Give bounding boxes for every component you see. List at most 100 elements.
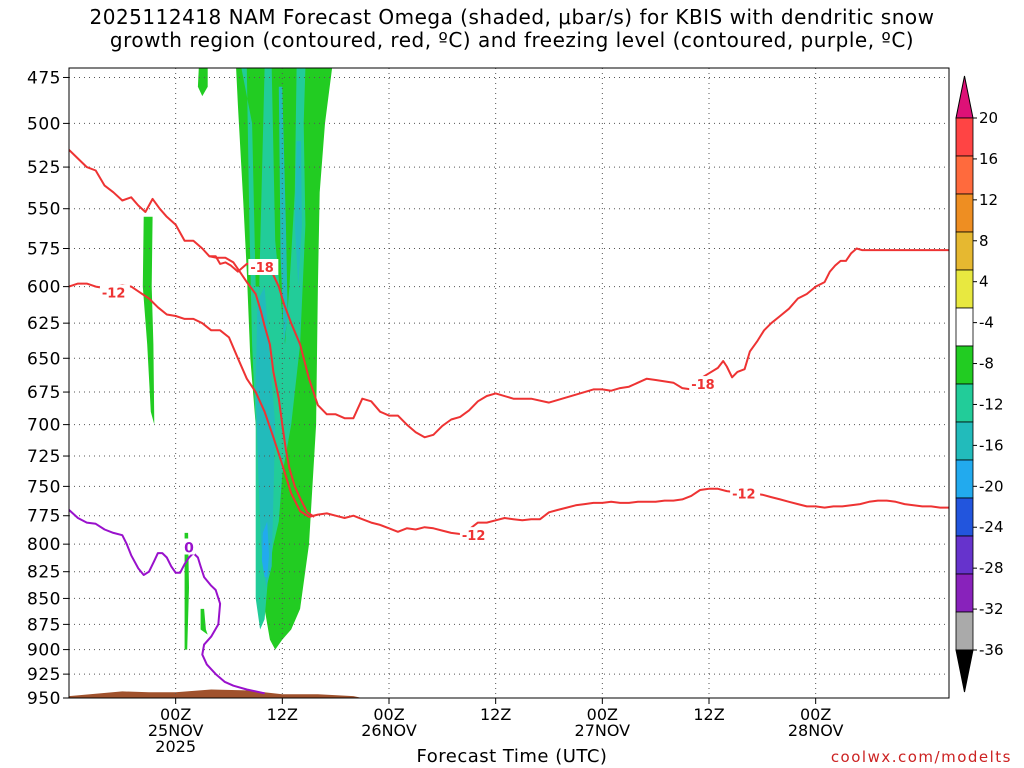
y-tick-label-550: 550 [27,200,61,220]
y-tick-label-525: 525 [27,158,61,178]
terrain-fill [69,689,363,698]
colorbar-label-4: 4 [979,273,989,291]
x-tick-label-6-2: 2025 [155,737,196,756]
y-tick-label-875: 875 [27,615,61,635]
colorbar-top-triangle [955,75,974,119]
x-tick-label-18-0: 12Z [267,705,298,724]
colorbar-label-13: -36 [979,641,1004,659]
dsgr-contour-0 [69,149,949,439]
omega-shading-layer [142,68,333,650]
contour-label-3: -12 [732,488,756,503]
colorbar-label-11: -28 [979,559,1004,577]
y-tick-label-600: 600 [27,278,61,298]
y-axis: 475 500 525 550 575 600 625 650 675 700 725 750 775 8… [27,68,69,709]
terrain-layer [69,689,363,698]
colorbar-bin-2 [955,193,974,233]
contour-label-4: -12 [462,529,486,544]
colorbar-bin-9 [955,459,974,499]
omega-region-9 [261,521,269,578]
plot-frame [68,67,950,699]
x-tick-label-66-0: 12Z [693,705,724,724]
colorbar-label-0: 20 [979,109,998,127]
x-tick-label-78-1: 28NOV [788,721,844,740]
y-tick-label-650: 650 [27,349,61,369]
x-tick-label-42-0: 12Z [480,705,511,724]
colorbar-label-9: -20 [979,477,1004,495]
x-tick-label-54-0: 00Z [587,705,618,724]
x-tick-label-30-1: 26NOV [361,721,417,740]
colorbar-bin-13 [955,611,974,651]
colorbar-label-6: -8 [979,355,994,373]
omega-region-4 [200,608,208,635]
y-tick-label-625: 625 [27,314,61,334]
freezing-label-bg [183,538,195,555]
colorbar-label-10: -24 [979,518,1004,536]
colorbar-bottom-triangle [955,649,974,693]
omega-region-3 [197,68,208,97]
grid-layer [69,68,949,699]
contour-label-bg-2 [689,376,720,393]
colorbar-bin-7 [955,383,974,423]
colorbar-bin-5 [955,307,974,347]
y-tick-label-750: 750 [27,477,61,497]
y-tick-label-500: 500 [27,114,61,134]
colorbar-bin-3 [955,231,974,271]
contour-layer [69,149,949,695]
omega-region-5 [241,68,306,630]
chart-title-line-1: 2025112418 NAM Forecast Omega (shaded, μ… [89,5,935,29]
colorbar-label-12: -32 [979,600,1004,618]
y-tick-label-950: 950 [27,689,61,709]
colorbar: 20 16 12 8 4 -4 -8 -12 -16 -20 -24 -28 -32 -36 [955,75,1004,693]
y-tick-label-800: 800 [27,535,61,555]
x-tick-label-30-0: 00Z [373,705,404,724]
chart-title: 2025112418 NAM Forecast Omega (shaded, μ… [0,6,1024,52]
y-tick-label-775: 775 [27,507,61,527]
freezing-level-contour [69,509,265,695]
contour-label-0: -18 [250,261,273,276]
omega-region-6 [255,286,276,588]
colorbar-bin-11 [955,535,974,575]
omega-region-8 [294,141,302,287]
colorbar-label-1: 16 [979,150,998,168]
x-tick-label-78-0: 00Z [800,705,831,724]
y-tick-label-700: 700 [27,416,61,436]
colorbar-label-3: 8 [979,232,989,250]
contour-label-1: -12 [102,287,126,302]
freezing-label: 0 [184,541,194,557]
colorbar-label-7: -12 [979,395,1004,413]
colorbar-bin-4 [955,269,974,309]
x-tick-label-6-1: 25NOV [148,721,204,740]
contour-label-layer: -18 -12 -18 -12 -12 0 [99,259,761,557]
x-tick-label-6-0: 00Z [160,705,191,724]
contour-label-2: -18 [691,378,715,393]
contour-label-bg-3 [730,485,761,502]
y-tick-label-825: 825 [27,563,61,583]
contour-label-bg-4 [459,527,490,544]
y-tick-label-575: 575 [27,240,61,260]
y-tick-label-850: 850 [27,589,61,609]
dsgr-contour-1 [209,255,315,518]
y-tick-label-900: 900 [27,641,61,661]
y-tick-label-925: 925 [27,665,61,685]
colorbar-bin-0 [955,117,974,157]
colorbar-label-8: -16 [979,436,1004,454]
credit-link[interactable]: coolwx.com/modelts [830,748,1012,766]
contour-label-bg-0 [248,259,279,276]
colorbar-label-2: 12 [979,191,998,209]
colorbar-bin-12 [955,573,974,613]
dsgr-contour-2 [69,282,949,535]
colorbar-bin-6 [955,345,974,385]
x-tick-label-54-1: 27NOV [575,721,631,740]
y-tick-label-725: 725 [27,447,61,467]
colorbar-label-5: -4 [979,314,994,332]
chart-title-line-2: growth region (contoured, red, ºC) and f… [109,28,915,52]
colorbar-bin-10 [955,497,974,537]
x-axis-title: Forecast Time (UTC) [416,746,608,767]
colorbar-bin-1 [955,155,974,195]
colorbar-bin-8 [955,421,974,461]
contour-label-bg-1 [99,284,130,301]
y-tick-label-675: 675 [27,383,61,403]
omega-region-7 [278,86,288,345]
